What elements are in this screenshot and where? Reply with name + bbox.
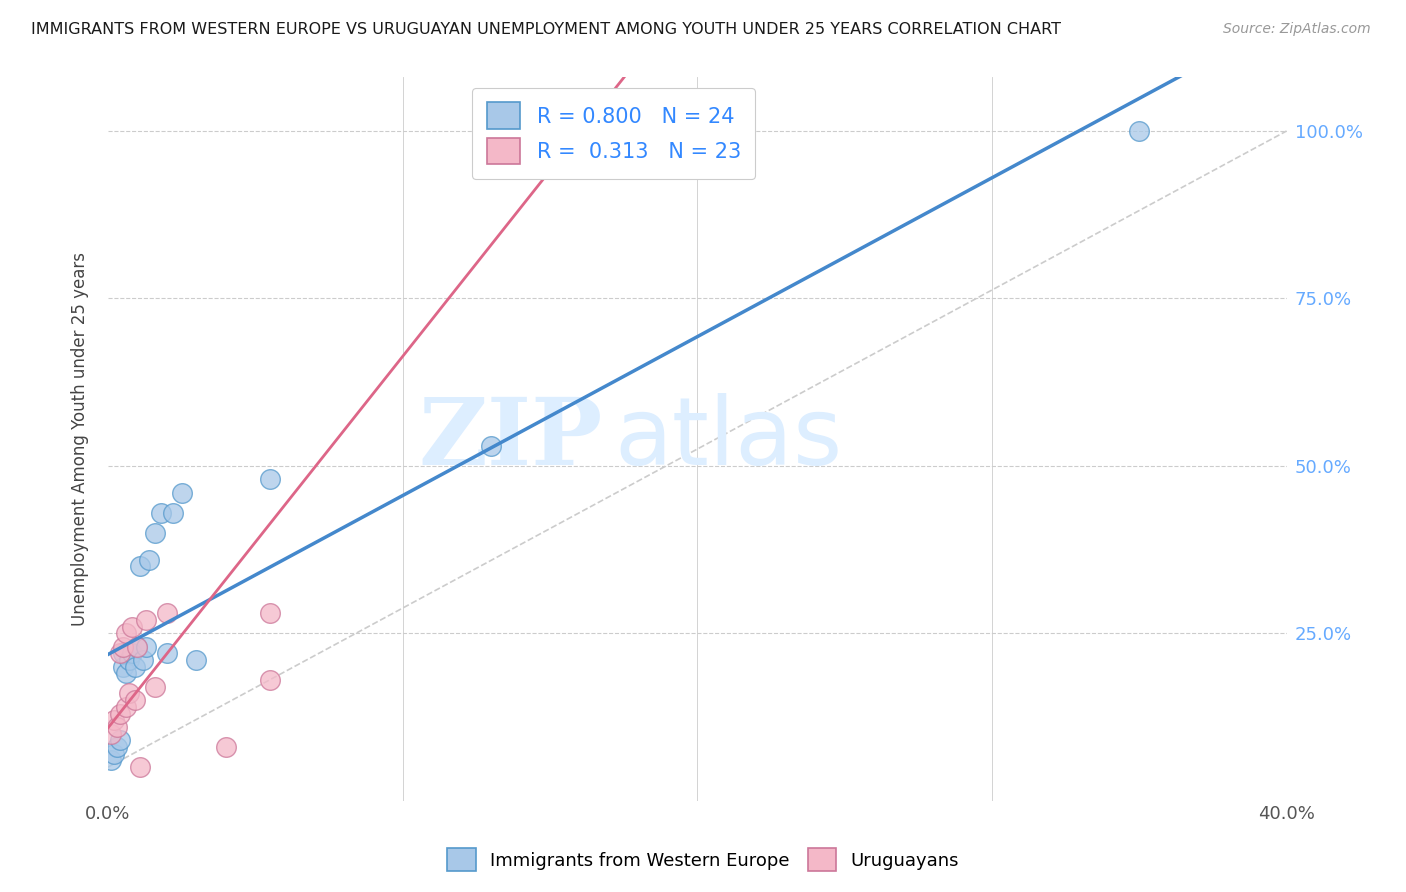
Text: IMMIGRANTS FROM WESTERN EUROPE VS URUGUAYAN UNEMPLOYMENT AMONG YOUTH UNDER 25 YE: IMMIGRANTS FROM WESTERN EUROPE VS URUGUA… [31, 22, 1062, 37]
Point [105, 720, 128, 734]
Point [111, 659, 134, 673]
Point [538, 124, 561, 138]
Point [111, 646, 134, 660]
Point [108, 706, 131, 721]
Point [114, 666, 136, 681]
Point [162, 506, 184, 520]
Point [121, 619, 143, 633]
Point [259, 606, 281, 620]
Point [150, 506, 173, 520]
Point [538, 124, 561, 138]
Point [127, 640, 149, 654]
Point [143, 525, 166, 540]
Point [114, 626, 136, 640]
Point [127, 640, 149, 654]
Point [186, 653, 208, 667]
Point [215, 740, 238, 755]
Point [105, 740, 128, 755]
Point [117, 686, 139, 700]
Point [103, 713, 125, 727]
Point [132, 653, 155, 667]
Point [129, 559, 152, 574]
Point [124, 659, 146, 673]
Text: atlas: atlas [614, 393, 844, 485]
Point [108, 733, 131, 747]
Point [538, 124, 561, 138]
Legend: Immigrants from Western Europe, Uruguayans: Immigrants from Western Europe, Uruguaya… [440, 841, 966, 879]
Text: ZIP: ZIP [419, 394, 603, 484]
Point [170, 485, 193, 500]
Text: Source: ZipAtlas.com: Source: ZipAtlas.com [1223, 22, 1371, 37]
Point [259, 673, 281, 687]
Point [1128, 124, 1150, 138]
Point [143, 680, 166, 694]
Point [129, 760, 152, 774]
Point [114, 699, 136, 714]
Y-axis label: Unemployment Among Youth under 25 years: Unemployment Among Youth under 25 years [72, 252, 89, 626]
Legend: R = 0.800   N = 24, R =  0.313   N = 23: R = 0.800 N = 24, R = 0.313 N = 23 [472, 87, 755, 179]
Point [156, 646, 179, 660]
Point [103, 747, 125, 761]
Point [108, 646, 131, 660]
Point [156, 606, 179, 620]
Point [117, 653, 139, 667]
Point [479, 439, 502, 453]
Point [135, 613, 157, 627]
Point [138, 552, 160, 566]
Point [100, 726, 122, 740]
Point [111, 640, 134, 654]
Point [124, 693, 146, 707]
Point [259, 472, 281, 486]
Point [135, 640, 157, 654]
Point [121, 646, 143, 660]
Point [100, 754, 122, 768]
